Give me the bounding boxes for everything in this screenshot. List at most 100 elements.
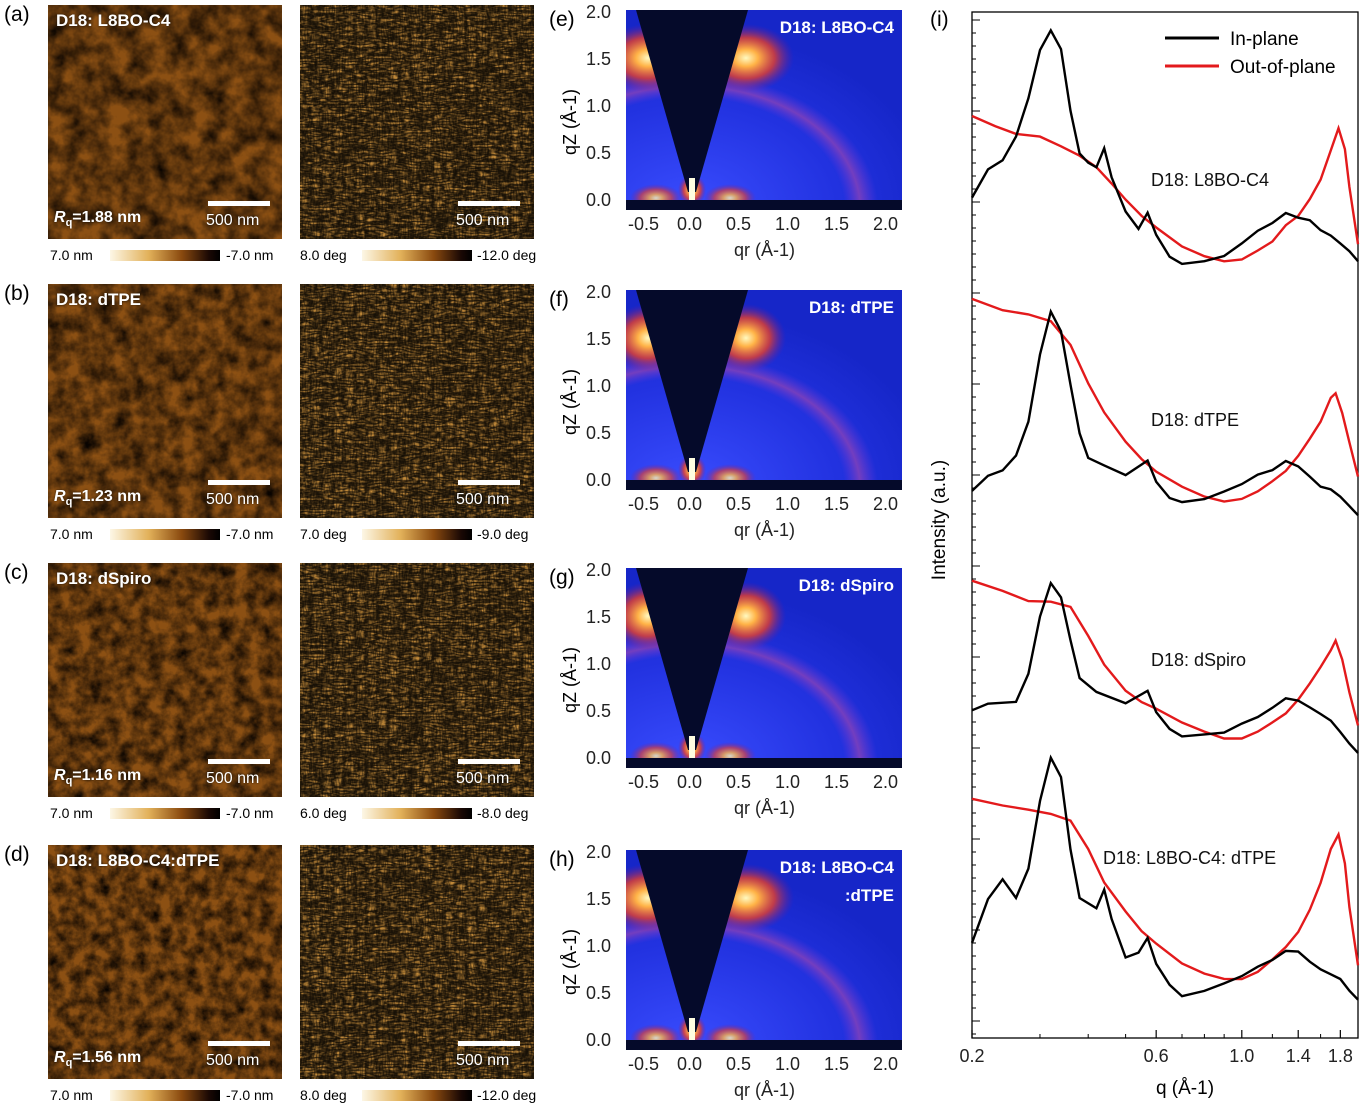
y-tick-label: 0.5: [586, 423, 612, 443]
rq-value: =1.88 nm: [72, 208, 142, 226]
x-tick-label: 2.0: [873, 772, 899, 792]
x-tick-label: 1.0: [775, 1054, 801, 1074]
x-tick-label: 1.0: [1229, 1046, 1254, 1066]
qz-axis-label: qZ (Å-1): [560, 368, 580, 435]
qr-axis-label: qr (Å-1): [734, 1080, 796, 1100]
y-tick-label: 1.0: [586, 936, 612, 956]
chart-frame: [971, 11, 1359, 1039]
afm-phase-image-d: 500 nm: [300, 845, 534, 1079]
x-tick-label: 0.5: [726, 214, 752, 234]
series-out-of-plane: [971, 579, 1360, 740]
scale-bar: [458, 480, 520, 485]
y-tick-label: 1.0: [586, 654, 612, 674]
afm-height-image-c: D18: dSpiro Rq=1.16 nm 500 nm: [48, 563, 282, 797]
rq-value: =1.16 nm: [72, 766, 142, 784]
phase-texture: [300, 563, 534, 797]
rq-sub: q: [65, 775, 73, 787]
height-colorbar-max: -7.0 nm: [226, 247, 274, 263]
afm-sample-title: D18: L8BO-C4:dTPE: [56, 851, 220, 870]
x-tick-label: 0.6: [1144, 1046, 1169, 1066]
y-tick-label: 2.0: [586, 560, 612, 580]
qz-axis-label: qZ (Å-1): [560, 88, 580, 155]
x-tick-label: 1.4: [1286, 1046, 1311, 1066]
height-colorbar-min: 7.0 nm: [50, 805, 93, 821]
height-colorbar-min: 7.0 nm: [50, 1087, 93, 1103]
y-tick-label: 0.0: [586, 470, 612, 490]
panel-letter-e: (e): [549, 8, 575, 31]
qr-axis-label: qr (Å-1): [734, 798, 796, 818]
height-colorbar-min: 7.0 nm: [50, 247, 93, 263]
y-tick-label: 0.0: [586, 748, 612, 768]
phase-texture: [300, 284, 534, 518]
x-tick-label: 0.0: [677, 214, 703, 234]
height-texture: [48, 5, 282, 239]
y-tick-label: 2.0: [586, 282, 612, 302]
phase-colorbar: [362, 250, 472, 261]
scale-bar-label: 500 nm: [206, 491, 260, 508]
scale-bar: [208, 480, 270, 485]
rq-value: =1.23 nm: [72, 487, 142, 505]
series-in-plane: [971, 308, 1359, 517]
afm-phase-image-a: 500 nm: [300, 5, 534, 239]
panel-letter-a: (a): [4, 3, 30, 26]
x-tick-label: 1.0: [775, 214, 801, 234]
afm-sample-title: D18: L8BO-C4: [56, 11, 171, 30]
x-tick-label: 2.0: [873, 214, 899, 234]
y-tick-label: 1.5: [586, 329, 612, 349]
height-texture: [48, 845, 282, 1079]
rq-label: Rq=1.23 nm: [54, 488, 141, 508]
afm-sample-title: D18: dTPE: [56, 290, 142, 309]
giwaxs-pattern-e: D18: L8BO-C4: [626, 10, 902, 210]
panel-letter-g: (g): [549, 566, 575, 589]
rq-label: Rq=1.16 nm: [54, 767, 141, 787]
panel-letter-c: (c): [4, 561, 29, 584]
height-colorbar: [110, 808, 220, 819]
rq-symbol: R: [54, 766, 66, 784]
scale-bar: [458, 1041, 520, 1046]
afm-height-image-a: D18: L8BO-C4 Rq=1.88 nm 500 nm: [48, 5, 282, 239]
x-tick-label: 1.8: [1328, 1046, 1353, 1066]
scale-bar: [208, 201, 270, 206]
x-tick-label: -0.5: [628, 214, 660, 234]
giwaxs-image: [626, 568, 902, 768]
scale-bar-label: 500 nm: [456, 212, 510, 229]
x-tick-label: 0.5: [726, 494, 752, 514]
chart-y-label: Intensity (a.u.): [929, 460, 950, 580]
x-tick-label: 1.5: [824, 494, 850, 514]
y-tick-label: 1.0: [586, 96, 612, 116]
legend-label: Out-of-plane: [1230, 57, 1336, 78]
phase-colorbar: [362, 529, 472, 540]
phase-colorbar-min: 7.0 deg: [300, 526, 347, 542]
group-label: D18: L8BO-C4: dTPE: [1103, 848, 1276, 868]
giwaxs-pattern-g: D18: dSpiro: [626, 568, 902, 768]
x-tick-label: -0.5: [628, 1054, 660, 1074]
giwaxs-sample-title: D18: dTPE: [809, 294, 894, 322]
x-tick-label: -0.5: [628, 494, 660, 514]
scale-bar: [208, 1041, 270, 1046]
panel-letter-d: (d): [4, 843, 30, 866]
x-tick-label: -0.5: [628, 772, 660, 792]
giwaxs-image: [626, 290, 902, 490]
rq-sub: q: [65, 1057, 73, 1069]
y-tick-label: 0.0: [586, 190, 612, 210]
panel-letter-f: (f): [549, 288, 569, 311]
x-tick-label: 1.5: [824, 214, 850, 234]
qz-axis-label: qZ (Å-1): [560, 646, 580, 713]
y-tick-label: 1.5: [586, 607, 612, 627]
giwaxs-image: [626, 10, 902, 210]
phase-texture: [300, 5, 534, 239]
chart-x-label: q (Å-1): [1156, 1078, 1214, 1099]
afm-phase-image-c: 500 nm: [300, 563, 534, 797]
series-in-plane: [970, 754, 1359, 1001]
scale-bar-label: 500 nm: [206, 1052, 260, 1069]
x-tick-label: 0.5: [726, 1054, 752, 1074]
giwaxs-title-line1: D18: dTPE: [808, 298, 894, 317]
rq-symbol: R: [54, 1048, 66, 1066]
y-tick-label: 2.0: [586, 842, 612, 862]
rq-label: Rq=1.56 nm: [54, 1049, 141, 1069]
giwaxs-image: [626, 850, 902, 1050]
afm-height-image-b: D18: dTPE Rq=1.23 nm 500 nm: [48, 284, 282, 518]
giwaxs-sample-title: D18: L8BO-C4: [780, 14, 894, 42]
y-tick-label: 0.5: [586, 143, 612, 163]
x-tick-label: 1.0: [775, 494, 801, 514]
